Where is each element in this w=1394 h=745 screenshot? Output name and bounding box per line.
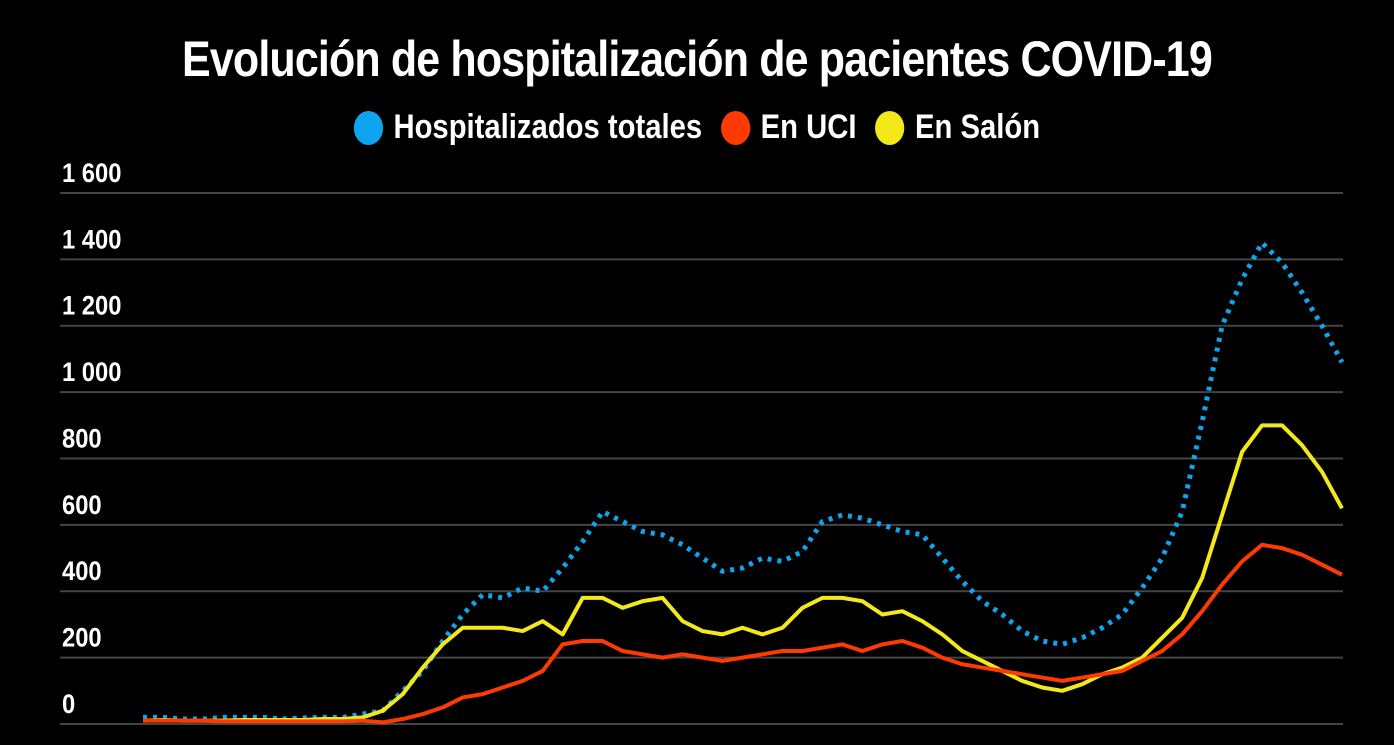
y-tick-label: 600: [62, 491, 102, 521]
series-line-en-uci: [143, 542, 1343, 725]
legend-dot-salon: [875, 110, 905, 145]
y-tick-label: 1 400: [62, 225, 121, 255]
y-tick-label: 1 200: [62, 291, 121, 321]
legend-label-total: Hospitalizados totales: [393, 108, 703, 146]
y-tick-label: 1 600: [62, 159, 121, 189]
legend-label-salon: En Salón: [914, 108, 1041, 146]
legend-item-uci: En UCI: [721, 108, 857, 147]
y-tick-label: 1 000: [62, 358, 121, 388]
legend-item-salon: En Salón: [875, 108, 1040, 147]
y-tick-label: 0: [62, 690, 75, 720]
legend-label-uci: En UCI: [760, 108, 857, 146]
y-tick-label: 200: [62, 623, 102, 653]
y-tick-label: 400: [62, 557, 102, 587]
series-line-hospitalizados-totales: [143, 240, 1345, 722]
legend-dot-uci: [721, 110, 751, 145]
legend-dot-total: [353, 110, 384, 145]
legend: Hospitalizados totales En UCI En Salón: [98, 108, 1297, 147]
chart-title: Evolución de hospitalización de paciente…: [182, 31, 1213, 87]
y-tick-label: 800: [62, 424, 102, 454]
legend-item-total: Hospitalizados totales: [353, 108, 703, 147]
series-line-en-salón: [142, 423, 1344, 723]
